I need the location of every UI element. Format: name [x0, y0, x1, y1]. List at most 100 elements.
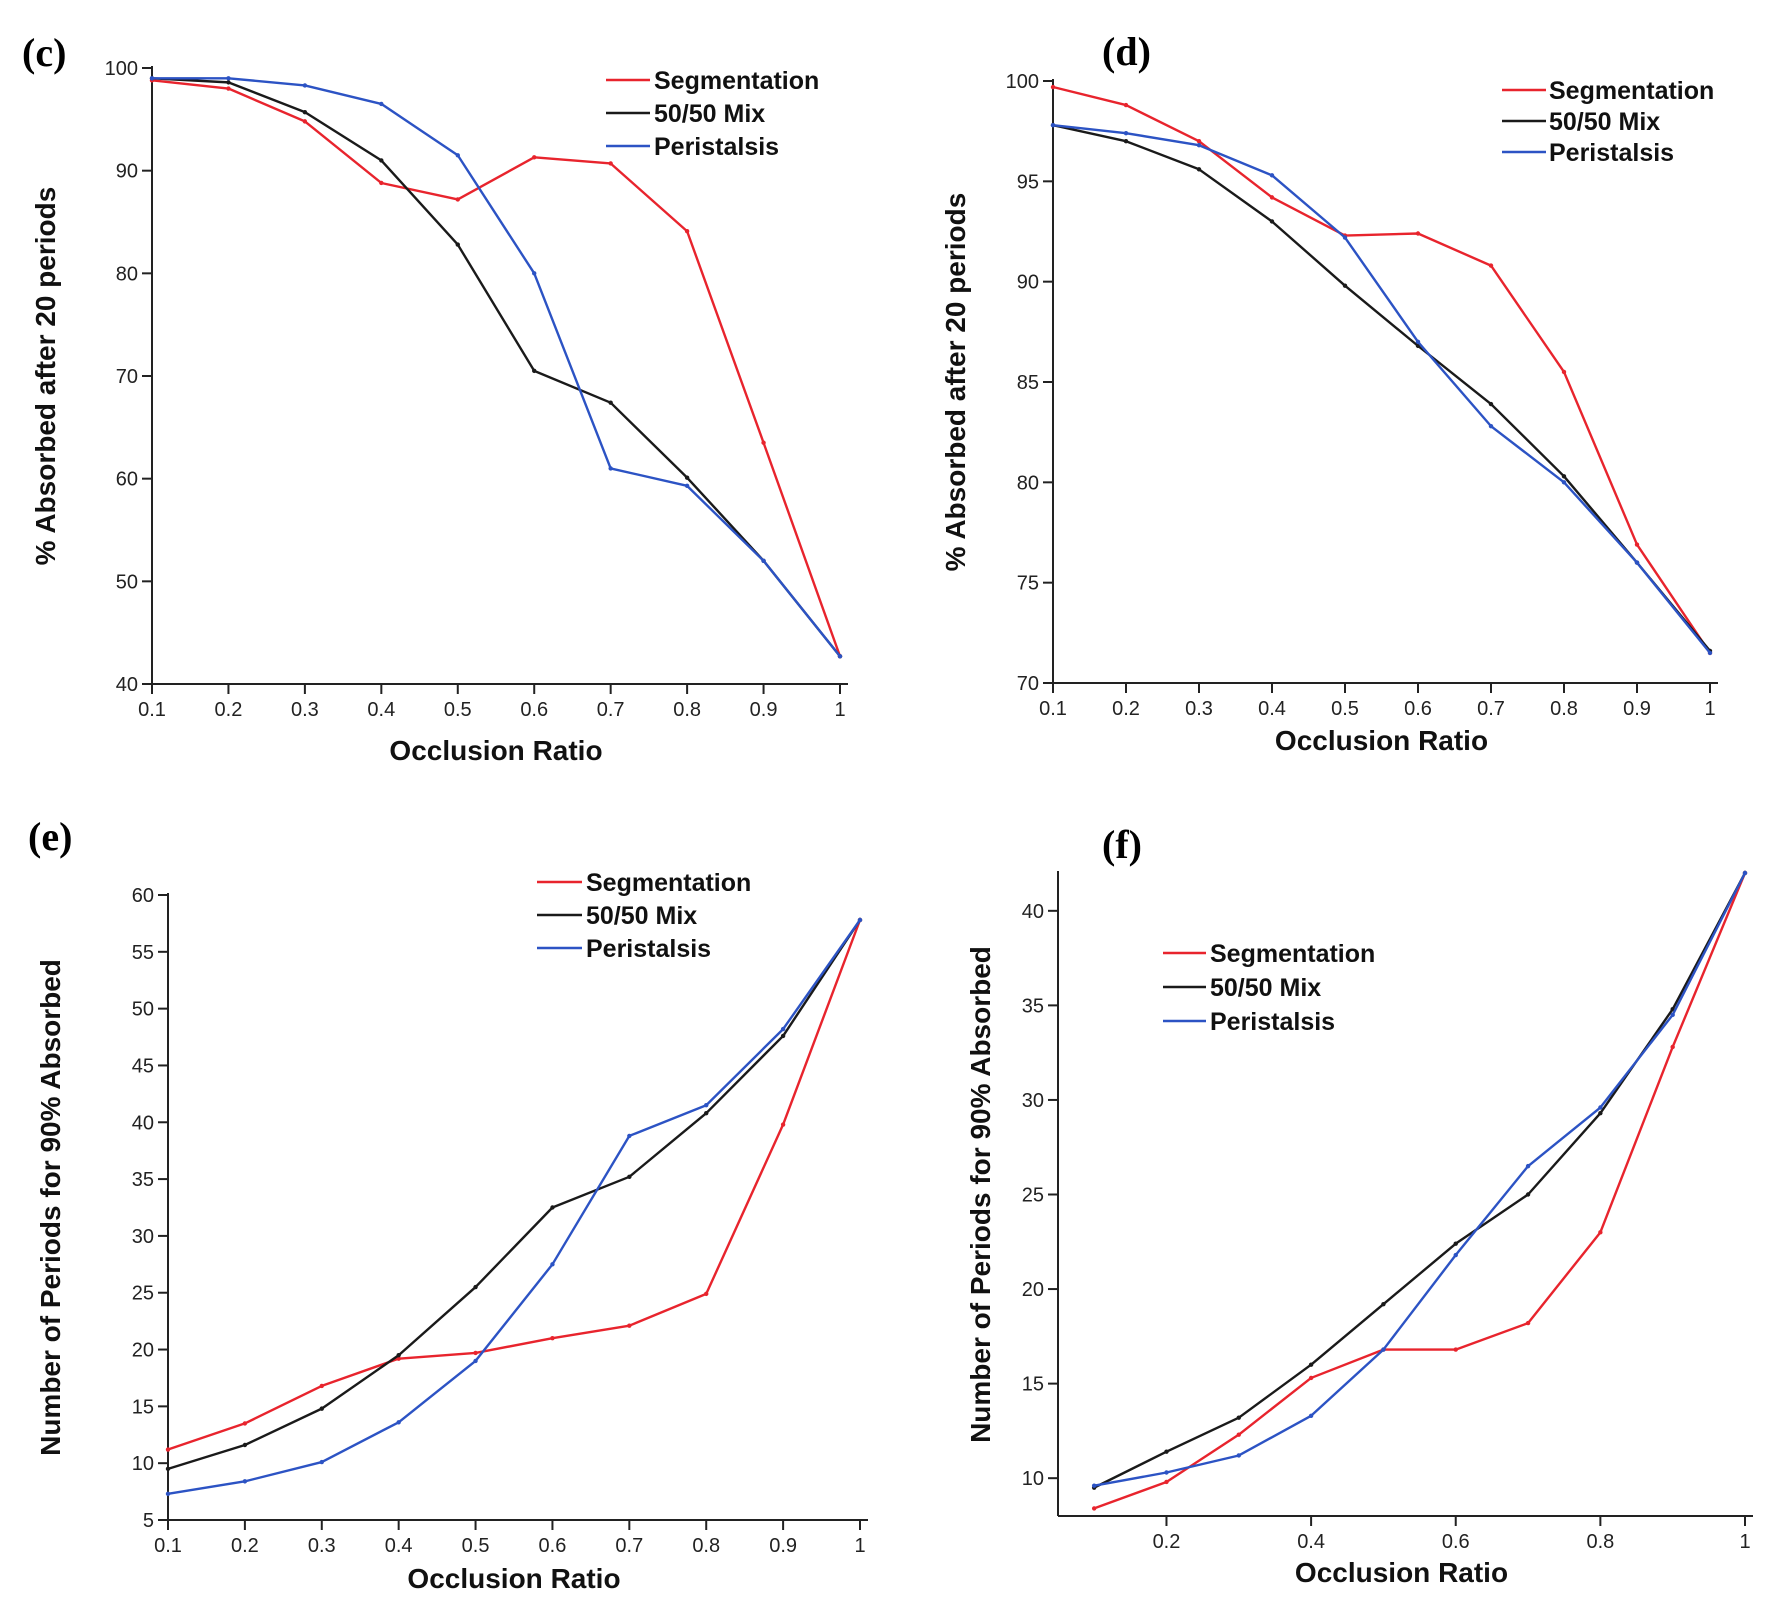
data-point-mix: [532, 368, 537, 374]
data-point-peristalsis: [379, 101, 384, 107]
x-tick-label: 0.1: [138, 699, 166, 721]
x-tick-label: 0.2: [215, 699, 243, 721]
x-tick-label: 0.9: [1623, 698, 1651, 720]
series-line-segmentation: [1093, 872, 1747, 1510]
legend-label: 50/50 Mix: [654, 100, 765, 128]
x-tick-label: 0.5: [1331, 698, 1359, 720]
data-point-segmentation: [1561, 369, 1567, 375]
data-point-segmentation: [1236, 1432, 1241, 1437]
x-tick-label: 0.2: [1153, 1531, 1181, 1553]
data-point-peristalsis: [302, 83, 308, 88]
data-point-peristalsis: [532, 271, 537, 276]
x-tick-label: 0.4: [367, 699, 395, 721]
series-line-peristalsis: [1093, 872, 1747, 1487]
legend-label: Segmentation: [586, 869, 751, 897]
data-point-segmentation: [608, 161, 613, 166]
data-point-mix: [704, 1110, 709, 1116]
y-tick-label: 25: [1022, 1185, 1044, 1207]
data-point-mix: [627, 1174, 632, 1180]
x-tick-label: 0.8: [673, 699, 701, 721]
data-point-segmentation: [1050, 84, 1056, 90]
data-point-peristalsis: [1561, 480, 1567, 485]
data-point-peristalsis: [226, 76, 231, 81]
data-point-peristalsis: [1525, 1163, 1531, 1169]
legend-label: Peristalsis: [1549, 139, 1674, 167]
data-point-segmentation: [550, 1335, 555, 1341]
series-line-mix: [151, 77, 841, 658]
x-tick-label: 0.5: [462, 1535, 490, 1557]
data-point-peristalsis: [1308, 1413, 1314, 1418]
x-tick-label: 0.6: [539, 1535, 567, 1557]
series-line-segmentation: [167, 919, 862, 1451]
data-point-peristalsis: [319, 1459, 324, 1465]
series-line-peristalsis: [167, 919, 861, 1496]
y-tick-label: 60: [132, 885, 154, 907]
y-tick-label: 85: [1017, 372, 1039, 394]
data-point-segmentation: [532, 155, 537, 160]
x-tick-label: 0.6: [520, 699, 548, 721]
data-point-segmentation: [1091, 1506, 1097, 1511]
data-point-segmentation: [1670, 1044, 1675, 1050]
data-point-peristalsis: [149, 76, 155, 81]
data-point-peristalsis: [1634, 560, 1640, 565]
panel-letter: (f): [1102, 822, 1142, 867]
data-point-mix: [1525, 1192, 1531, 1197]
y-tick-label: 70: [116, 366, 138, 388]
data-point-segmentation: [473, 1350, 478, 1356]
data-point-peristalsis: [165, 1491, 171, 1497]
data-point-mix: [550, 1205, 555, 1210]
y-tick-label: 100: [105, 58, 138, 80]
data-point-peristalsis: [1381, 1347, 1386, 1352]
legend-label: Segmentation: [654, 67, 819, 95]
y-tick-label: 45: [132, 1055, 154, 1077]
data-point-segmentation: [455, 197, 460, 202]
y-tick-label: 70: [1017, 673, 1039, 695]
series-line-mix: [167, 919, 861, 1471]
data-point-peristalsis: [1453, 1252, 1458, 1258]
data-point-mix: [396, 1353, 401, 1358]
series-line-peristalsis: [1052, 123, 1711, 654]
data-point-segmentation: [684, 229, 690, 234]
data-point-mix: [1342, 283, 1348, 288]
data-point-peristalsis: [1269, 173, 1275, 178]
data-point-segmentation: [1598, 1230, 1603, 1235]
x-tick-label: 0.2: [231, 1535, 259, 1557]
y-tick-label: 15: [132, 1396, 154, 1418]
y-tick-label: 5: [143, 1510, 154, 1532]
panel-e: (e)0.1 0.2 0.3 0.4 0.5 0.6 0.7 0.8 0.9 1510152025…: [28, 814, 868, 1594]
data-point-segmentation: [1453, 1347, 1458, 1352]
data-point-mix: [684, 475, 690, 480]
data-point-mix: [379, 158, 384, 163]
panel-letter: (e): [28, 814, 72, 859]
data-point-peristalsis: [1342, 235, 1348, 240]
y-axis-title: Number of Periods for 90% Absorbed: [35, 959, 66, 1456]
data-point-peristalsis: [684, 483, 690, 489]
y-tick-label: 90: [116, 161, 138, 183]
data-point-mix: [473, 1284, 478, 1290]
x-axis-title: Occlusion Ratio: [407, 1563, 620, 1594]
data-point-mix: [165, 1466, 171, 1472]
y-tick-label: 95: [1017, 171, 1039, 193]
data-point-peristalsis: [1123, 130, 1129, 136]
legend: Segmentation 50/50 Mix Peristalsis: [1163, 940, 1375, 1036]
data-point-mix: [1196, 167, 1202, 172]
y-tick-label: 30: [132, 1226, 154, 1248]
y-tick-label: 60: [116, 469, 138, 491]
legend-label: 50/50 Mix: [1549, 108, 1660, 136]
data-point-mix: [1453, 1241, 1458, 1246]
series-line-mix: [1052, 123, 1711, 652]
y-tick-label: 10: [1022, 1468, 1044, 1490]
data-point-peristalsis: [704, 1103, 709, 1108]
y-tick-label: 80: [1017, 472, 1039, 494]
data-point-segmentation: [242, 1421, 248, 1426]
y-tick-label: 25: [132, 1283, 154, 1305]
x-tick-label: 0.7: [615, 1535, 643, 1557]
data-point-mix: [455, 242, 460, 247]
data-point-peristalsis: [1236, 1453, 1241, 1458]
data-point-segmentation: [302, 119, 308, 124]
data-point-mix: [302, 109, 308, 115]
x-tick-label: 0.1: [1039, 698, 1067, 720]
data-point-segmentation: [1525, 1320, 1531, 1326]
x-tick-label: 0.3: [1185, 698, 1213, 720]
